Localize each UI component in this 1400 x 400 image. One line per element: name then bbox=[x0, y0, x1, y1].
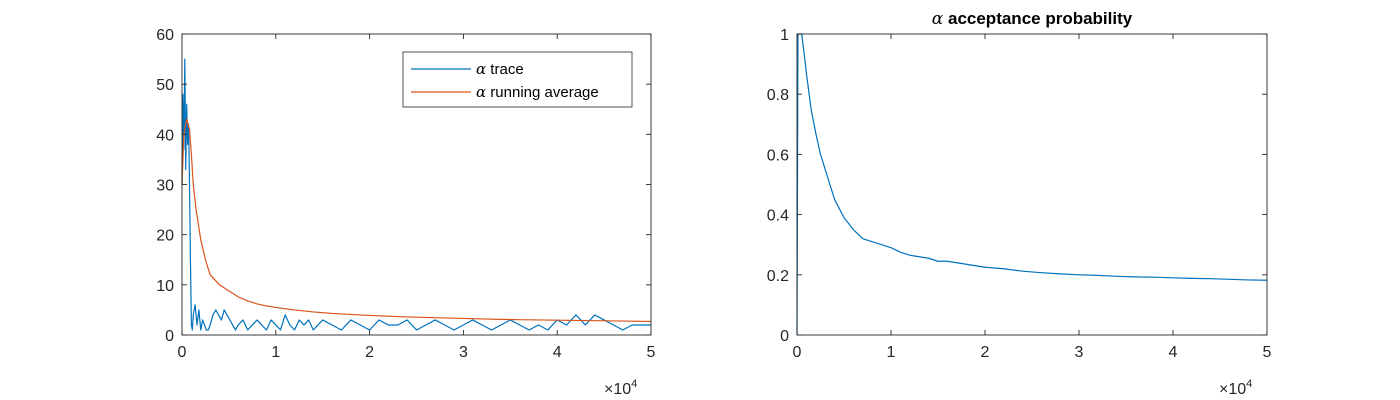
y-tick-label: 60 bbox=[156, 27, 174, 44]
y-tick-label: 30 bbox=[156, 178, 174, 195]
x-tick-label: 4 bbox=[553, 344, 562, 361]
legend-box bbox=[402, 51, 633, 108]
y-tick-label: 40 bbox=[156, 127, 174, 144]
series-line-0 bbox=[181, 58, 651, 331]
x-tick-label: 0 bbox=[178, 344, 187, 361]
y-tick-label: 0 bbox=[165, 328, 174, 345]
y-tick-label: 0.8 bbox=[767, 87, 789, 104]
y-tick-label: 0 bbox=[780, 328, 789, 345]
x-tick-label: 4 bbox=[1169, 344, 1178, 361]
x-tick-label: 1 bbox=[271, 344, 280, 361]
acceptance-plot-area bbox=[797, 34, 1267, 335]
acceptance-plot: 0 1 2 3 4 5 0 0.2 0.4 0.6 0.8 1 α acceptance probab… bbox=[767, 9, 1272, 398]
y-tick-label: 20 bbox=[156, 228, 174, 245]
x-tick-label: 1 bbox=[887, 344, 896, 361]
y-tick-label: 50 bbox=[156, 77, 174, 94]
legend-label-trace: α trace bbox=[476, 60, 524, 78]
legend-label-running-average: α running average bbox=[476, 83, 599, 101]
y-tick-label: 0.4 bbox=[767, 208, 789, 225]
series-line bbox=[796, 33, 1268, 336]
x-tick-label: 5 bbox=[1263, 344, 1272, 361]
axes-box bbox=[796, 33, 1268, 336]
x-tick-label: 5 bbox=[647, 344, 656, 361]
x-tick-label: 2 bbox=[981, 344, 990, 361]
chart-title: α acceptance probability bbox=[932, 9, 1133, 29]
x-tick-label: 3 bbox=[459, 344, 468, 361]
y-tick-label: 0.6 bbox=[767, 147, 789, 164]
x-tick-label: 3 bbox=[1075, 344, 1084, 361]
legend: α trace α running average bbox=[402, 51, 633, 108]
x-exponent-label: ×104 bbox=[604, 378, 637, 398]
y-tick-label: 1 bbox=[780, 27, 789, 44]
y-tick-label: 10 bbox=[156, 278, 174, 295]
y-tick-label: 0.2 bbox=[767, 268, 789, 285]
series-line-1 bbox=[181, 118, 652, 323]
x-exponent-label: ×104 bbox=[1219, 378, 1252, 398]
x-tick-label: 2 bbox=[365, 344, 374, 361]
x-tick-label: 0 bbox=[793, 344, 802, 361]
